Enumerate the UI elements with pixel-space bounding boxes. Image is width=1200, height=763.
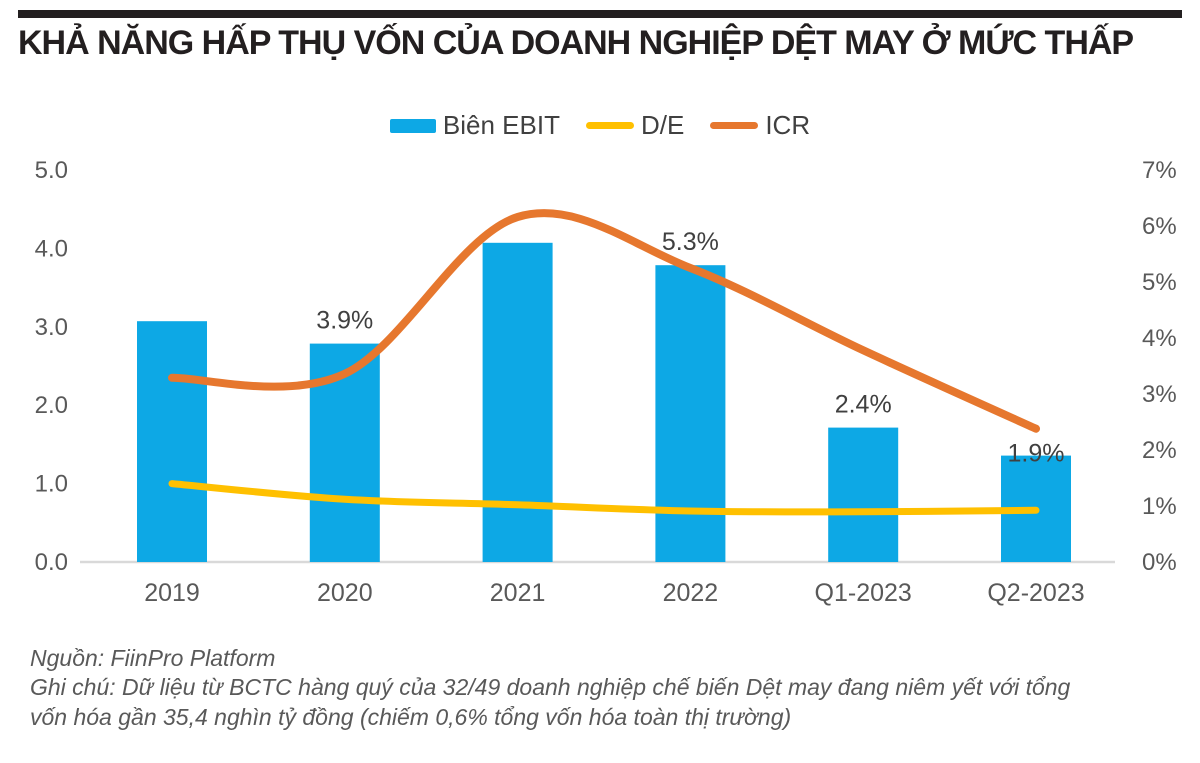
- left-axis-tick-3.0: 3.0: [35, 314, 68, 341]
- chart-footnotes: Nguồn: FiinPro Platform Ghi chú: Dữ liệu…: [30, 644, 1105, 732]
- left-axis-tick-5.0: 5.0: [35, 157, 68, 184]
- bar-2019: [137, 321, 207, 562]
- legend-item-bien-ebit: Biên EBIT: [389, 110, 560, 141]
- left-axis-tick-1.0: 1.0: [35, 471, 68, 498]
- title-top-rule: [18, 10, 1182, 18]
- right-axis-tick-1%: 1%: [1142, 493, 1177, 520]
- left-axis-tick-2.0: 2.0: [35, 392, 68, 419]
- x-axis-label-Q1-2023: Q1-2023: [815, 579, 912, 607]
- bar-2021: [482, 242, 553, 563]
- chart-legend: Biên EBIT D/E ICR: [0, 110, 1200, 141]
- line-icr: [168, 209, 1040, 433]
- legend-label: ICR: [765, 110, 811, 140]
- right-axis-tick-0%: 0%: [1142, 549, 1177, 576]
- x-axis-label-2022: 2022: [663, 579, 719, 607]
- legend-item-de: D/E: [585, 110, 685, 141]
- right-axis-tick-7%: 7%: [1142, 157, 1177, 184]
- x-axis-label-2021: 2021: [490, 579, 546, 607]
- line-de: [168, 480, 1040, 516]
- data-label-2020: 3.9%: [316, 307, 373, 335]
- data-label-Q1-2023: 2.4%: [835, 391, 892, 419]
- legend-line-swatch-icon: [585, 122, 634, 129]
- source-note: Nguồn: FiinPro Platform: [30, 645, 276, 671]
- data-label-Q2-2023: 1.9%: [1008, 440, 1065, 468]
- legend-line-swatch-icon: [710, 122, 759, 129]
- bar-2022: [655, 265, 726, 562]
- right-axis-tick-4%: 4%: [1142, 325, 1177, 352]
- x-axis-label-Q2-2023: Q2-2023: [987, 579, 1084, 607]
- right-axis-tick-6%: 6%: [1142, 213, 1177, 240]
- legend-bar-swatch-icon: [389, 118, 436, 133]
- right-axis-tick-5%: 5%: [1142, 269, 1177, 296]
- legend-item-icr: ICR: [710, 110, 810, 141]
- left-axis-tick-0.0: 0.0: [35, 549, 68, 576]
- x-axis-label-2020: 2020: [317, 579, 373, 607]
- left-axis-tick-4.0: 4.0: [35, 235, 68, 262]
- right-axis-tick-2%: 2%: [1142, 437, 1177, 464]
- page-title: KHẢ NĂNG HẤP THỤ VỐN CỦA DOANH NGHIỆP DỆ…: [18, 24, 1134, 62]
- right-axis-tick-3%: 3%: [1142, 381, 1177, 408]
- legend-label: Biên EBIT: [442, 110, 560, 140]
- legend-label: D/E: [640, 110, 685, 140]
- bar-Q1-2023: [828, 427, 899, 562]
- x-axis-label-2019: 2019: [144, 579, 200, 607]
- methodology-note: Ghi chú: Dữ liệu từ BCTC hàng quý của 32…: [30, 674, 1071, 730]
- data-label-2022: 5.3%: [662, 228, 719, 256]
